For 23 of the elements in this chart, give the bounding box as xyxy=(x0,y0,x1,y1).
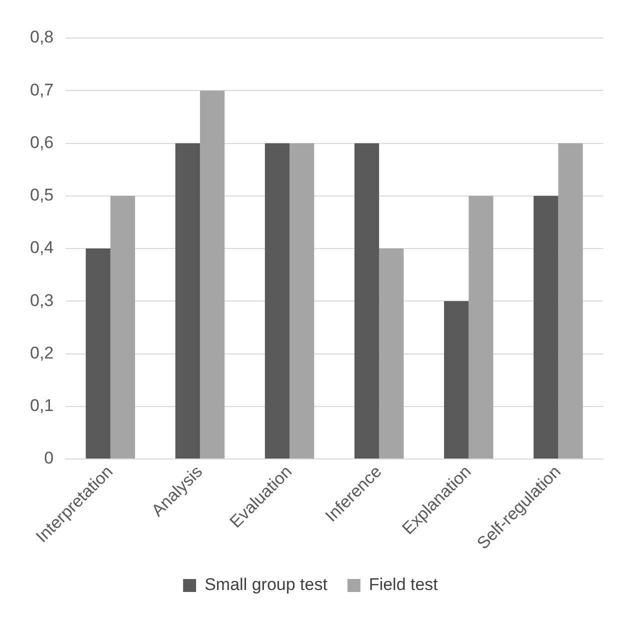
legend-label: Small group test xyxy=(204,575,328,594)
legend-label: Field test xyxy=(368,575,438,594)
bar xyxy=(86,248,110,459)
bar xyxy=(354,143,380,459)
y-tick-label: 0,3 xyxy=(30,290,54,310)
y-tick-label: 0,5 xyxy=(30,186,54,205)
y-tick-label: 0,2 xyxy=(30,343,54,362)
y-tick-label: 0,6 xyxy=(30,132,54,152)
bar xyxy=(558,143,583,459)
bar xyxy=(264,143,290,459)
bar xyxy=(444,301,469,459)
y-tick-label: 0,8 xyxy=(30,28,54,47)
bar xyxy=(468,196,494,459)
bar xyxy=(534,196,558,459)
bar xyxy=(379,248,404,459)
bar xyxy=(110,196,136,459)
y-tick-label: 0,7 xyxy=(30,80,54,100)
y-tick-label: 0 xyxy=(44,448,54,468)
y-tick-label: 0,4 xyxy=(30,238,54,258)
bar xyxy=(175,143,200,459)
bar xyxy=(290,143,314,459)
bar xyxy=(200,90,225,459)
y-tick-label: 0,1 xyxy=(30,396,54,416)
